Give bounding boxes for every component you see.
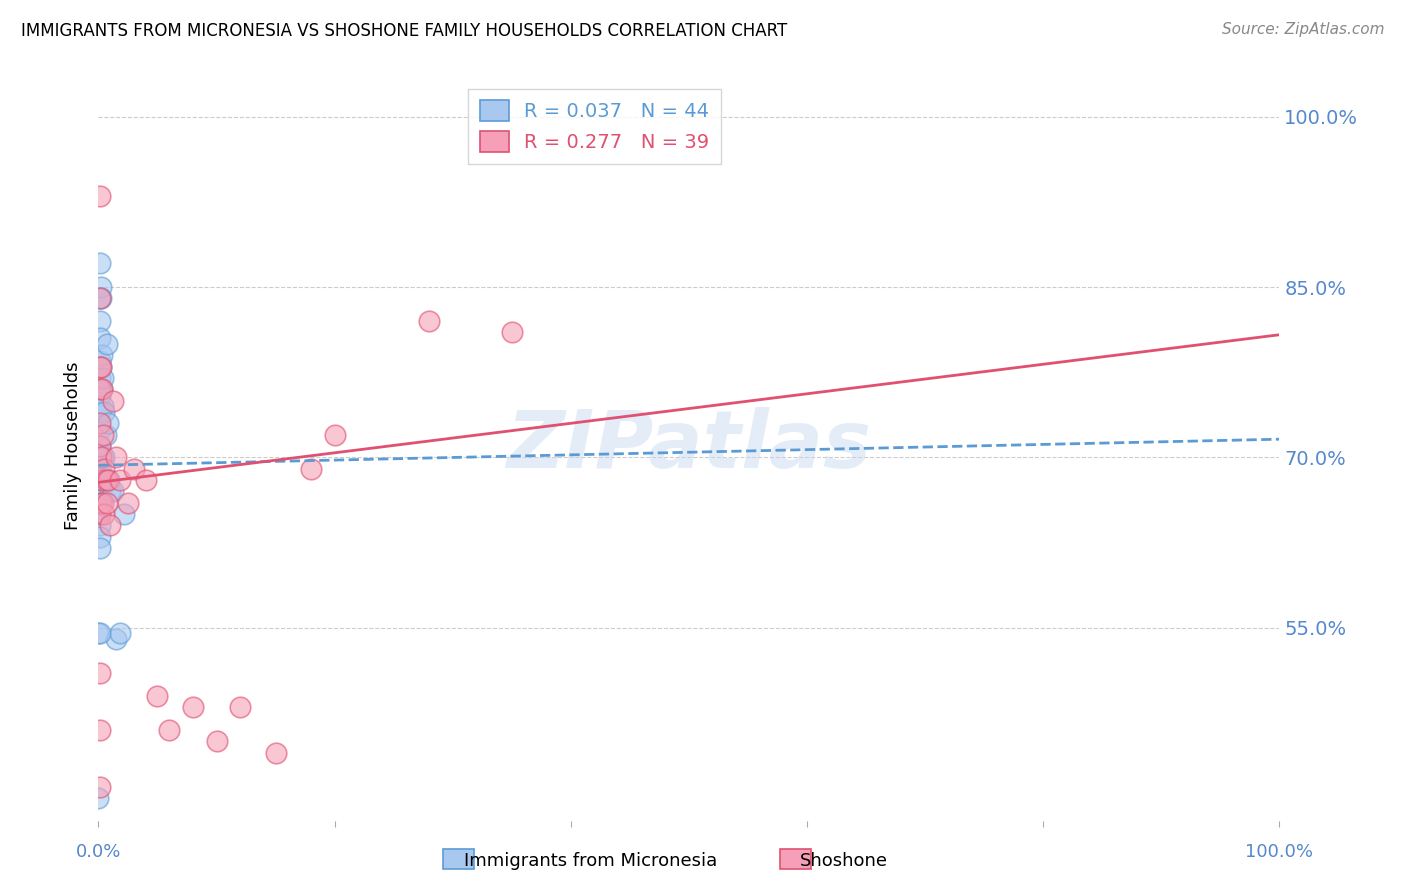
Point [105, 632, 128, 646]
Point [89, 371, 111, 385]
Point [89, 422, 111, 436]
Point [91, 473, 114, 487]
Point [98, 484, 121, 499]
Point [89, 256, 111, 270]
Point [89, 382, 111, 396]
Point [90, 359, 112, 374]
Text: ZIPatlas: ZIPatlas [506, 407, 872, 485]
Point [89, 496, 111, 510]
Point [501, 326, 523, 340]
Point [90, 292, 112, 306]
Point [89, 331, 111, 345]
Point [98, 518, 121, 533]
Point [89, 473, 111, 487]
Point [112, 507, 135, 521]
Point [146, 689, 169, 703]
Point [98, 473, 121, 487]
Point [91, 399, 114, 413]
Point [229, 700, 252, 714]
Point [89, 292, 111, 306]
Y-axis label: Family Households: Family Households [65, 362, 83, 530]
Point [89, 666, 111, 681]
Point [89, 626, 111, 640]
Text: Source: ZipAtlas.com: Source: ZipAtlas.com [1222, 22, 1385, 37]
Point [205, 734, 228, 748]
Point [91, 427, 114, 442]
Point [89, 292, 111, 306]
Bar [780, 849, 811, 869]
Legend: R = 0.037   N = 44, R = 0.277   N = 39: R = 0.037 N = 44, R = 0.277 N = 39 [468, 88, 721, 164]
Point [93, 507, 115, 521]
Point [91, 382, 114, 396]
Point [108, 626, 131, 640]
Point [87, 791, 110, 805]
Point [97, 417, 120, 431]
Point [135, 473, 157, 487]
Point [91, 450, 114, 465]
Point [97, 473, 120, 487]
Point [157, 723, 180, 737]
Point [89, 314, 111, 328]
Point [87, 626, 110, 640]
Point [264, 746, 287, 760]
Point [93, 405, 115, 419]
Point [89, 439, 111, 453]
Point [89, 780, 111, 794]
Point [90, 450, 112, 465]
Point [90, 496, 112, 510]
Point [91, 348, 114, 362]
Point [89, 461, 111, 475]
Point [117, 496, 139, 510]
Text: IMMIGRANTS FROM MICRONESIA VS SHOSHONE FAMILY HOUSEHOLDS CORRELATION CHART: IMMIGRANTS FROM MICRONESIA VS SHOSHONE F… [21, 22, 787, 40]
Point [91, 382, 114, 396]
Point [89, 439, 111, 453]
Point [94, 427, 117, 442]
Point [89, 507, 111, 521]
Point [89, 541, 111, 556]
Point [89, 723, 111, 737]
Point [96, 496, 118, 510]
Point [101, 393, 124, 408]
Point [105, 450, 128, 465]
Point [90, 280, 112, 294]
Point [89, 354, 111, 368]
Point [89, 484, 111, 499]
Text: 0.0%: 0.0% [76, 843, 121, 862]
Point [89, 417, 111, 431]
Point [90, 496, 112, 510]
Point [93, 450, 115, 465]
Text: Immigrants from Micronesia: Immigrants from Micronesia [464, 852, 717, 870]
Point [91, 496, 114, 510]
Point [90, 359, 112, 374]
Point [299, 461, 322, 475]
Point [93, 461, 115, 475]
Point [89, 189, 111, 203]
Point [89, 450, 111, 465]
Point [89, 405, 111, 419]
Point [91, 473, 114, 487]
Point [108, 473, 131, 487]
Bar [443, 849, 474, 869]
Text: Shoshone: Shoshone [800, 852, 887, 870]
Point [418, 314, 440, 328]
Point [91, 371, 114, 385]
Point [96, 336, 118, 351]
Point [89, 530, 111, 544]
Point [122, 461, 145, 475]
Point [323, 427, 346, 442]
Point [181, 700, 204, 714]
Point [101, 484, 124, 499]
Point [94, 473, 117, 487]
Point [89, 359, 111, 374]
Point [89, 388, 111, 402]
Point [89, 518, 111, 533]
Point [89, 507, 111, 521]
Point [90, 450, 112, 465]
Text: 100.0%: 100.0% [1246, 843, 1313, 862]
